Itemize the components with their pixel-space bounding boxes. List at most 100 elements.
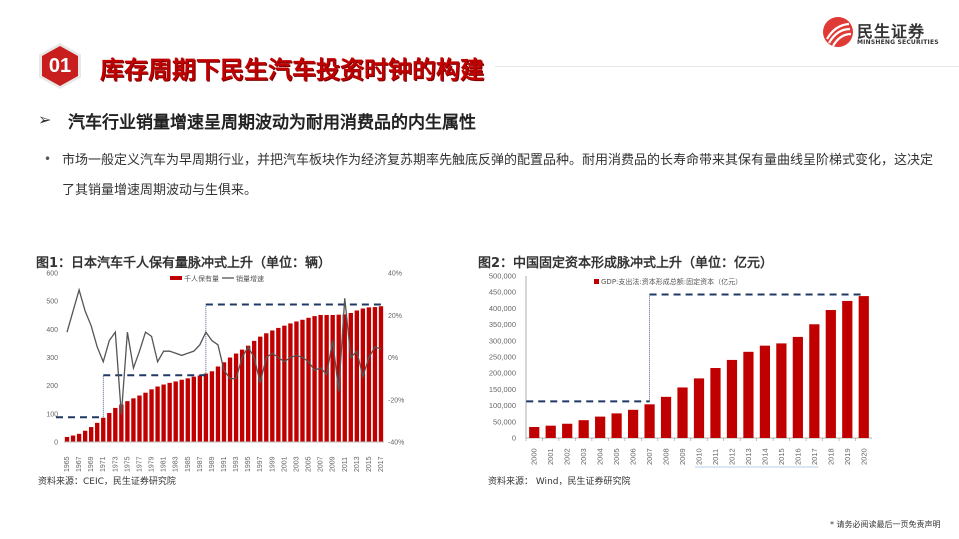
x-tick: 1971 — [100, 456, 107, 472]
x-tick: 1979 — [149, 456, 156, 472]
bar — [245, 345, 251, 442]
x-tick: 1993 — [233, 456, 240, 472]
y-left-tick: 200 — [46, 383, 58, 390]
bar — [348, 312, 353, 442]
bar — [294, 321, 299, 442]
bar — [155, 386, 160, 442]
y-tick: 200,000 — [489, 369, 516, 378]
bar — [759, 345, 771, 438]
y-tick: 50,000 — [493, 417, 516, 426]
bar — [595, 416, 606, 438]
y-left-tick: 500 — [46, 299, 58, 306]
x-tick: 2000 — [530, 448, 539, 465]
y-right-tick: 0% — [388, 355, 398, 362]
bar — [70, 435, 76, 442]
bar — [161, 384, 166, 442]
x-tick: 2019 — [843, 448, 852, 465]
y-left-tick: 400 — [46, 327, 58, 334]
section-number: 01 — [48, 55, 72, 77]
legend-label: 销量增速 — [236, 274, 264, 283]
bar — [776, 343, 787, 438]
x-tick: 2011 — [342, 457, 349, 472]
legend-swatch-bar — [594, 279, 599, 284]
x-tick: 1999 — [269, 456, 276, 472]
x-tick: 2009 — [330, 456, 337, 472]
y-left-tick: 600 — [46, 271, 58, 278]
bar — [312, 316, 317, 442]
bar — [167, 382, 172, 442]
bar — [221, 362, 227, 442]
x-tick: 2015 — [777, 448, 786, 465]
bar — [76, 433, 82, 442]
bar — [710, 368, 721, 438]
bar — [545, 425, 556, 438]
bar — [88, 427, 94, 442]
bar — [64, 436, 70, 442]
bar — [143, 392, 148, 442]
x-tick: 1981 — [161, 456, 168, 472]
y-left-tick: 300 — [46, 355, 58, 362]
x-tick: 1967 — [76, 456, 83, 472]
x-tick: 2012 — [727, 448, 736, 465]
bar — [125, 401, 130, 442]
bar — [858, 296, 869, 438]
bar — [131, 398, 136, 442]
bar — [185, 378, 190, 442]
bar — [529, 426, 540, 438]
bar — [233, 353, 239, 442]
y-right-tick: -20% — [388, 397, 404, 404]
x-tick: 2010 — [695, 448, 704, 465]
bar — [264, 333, 269, 442]
bar — [743, 351, 754, 438]
bar — [215, 366, 221, 442]
x-tick: 2001 — [546, 448, 555, 465]
bar — [330, 314, 335, 442]
y-tick: 150,000 — [489, 385, 516, 394]
bar — [306, 317, 311, 442]
bar — [366, 307, 372, 442]
bar — [342, 314, 347, 442]
arrow-bullet-icon: ➢ — [38, 110, 52, 129]
x-tick: 2009 — [678, 448, 687, 465]
logo-name-cn: 民生证券 — [857, 22, 926, 41]
y-right-tick: 40% — [388, 271, 402, 278]
bar — [324, 314, 329, 442]
bar — [119, 404, 124, 442]
x-tick: 1977 — [136, 456, 143, 472]
x-tick: 1965 — [64, 456, 71, 472]
bar — [372, 307, 378, 442]
bar — [354, 310, 360, 442]
x-tick: 1987 — [197, 456, 204, 472]
y-left-tick: 100 — [46, 411, 58, 418]
y-tick: 100,000 — [489, 401, 516, 410]
y-tick: 500,000 — [489, 272, 516, 281]
x-tick: 2016 — [793, 448, 802, 465]
bar — [107, 412, 112, 442]
y-tick: 450,000 — [489, 288, 516, 297]
bar — [149, 389, 154, 442]
bar — [173, 381, 178, 442]
x-tick: 2013 — [354, 456, 361, 472]
y-tick: 0 — [512, 434, 516, 443]
legend-label: GDP:支出法:资本形成总额:固定资本（亿元） — [601, 277, 742, 286]
bar — [95, 422, 100, 442]
x-tick: 2006 — [629, 448, 638, 465]
legend-swatch-bar — [170, 276, 182, 280]
x-tick: 2004 — [596, 448, 605, 465]
bar — [825, 310, 836, 438]
x-tick: 2002 — [563, 448, 572, 465]
disclaimer-note: * 请务必阅读最后一页免责声明 — [830, 520, 941, 529]
bar — [113, 407, 118, 442]
bar — [792, 336, 803, 438]
bar — [693, 378, 705, 438]
y-right-tick: -40% — [388, 440, 404, 447]
x-tick: 2003 — [579, 448, 588, 465]
bar — [336, 314, 341, 442]
x-tick: 2017 — [810, 448, 819, 465]
y-right-tick: 20% — [388, 313, 402, 320]
chart2-title: 图2：中国固定资本形成脉冲式上升（单位：亿元） — [478, 256, 774, 271]
x-tick: 2005 — [306, 456, 313, 472]
bar — [197, 375, 203, 442]
